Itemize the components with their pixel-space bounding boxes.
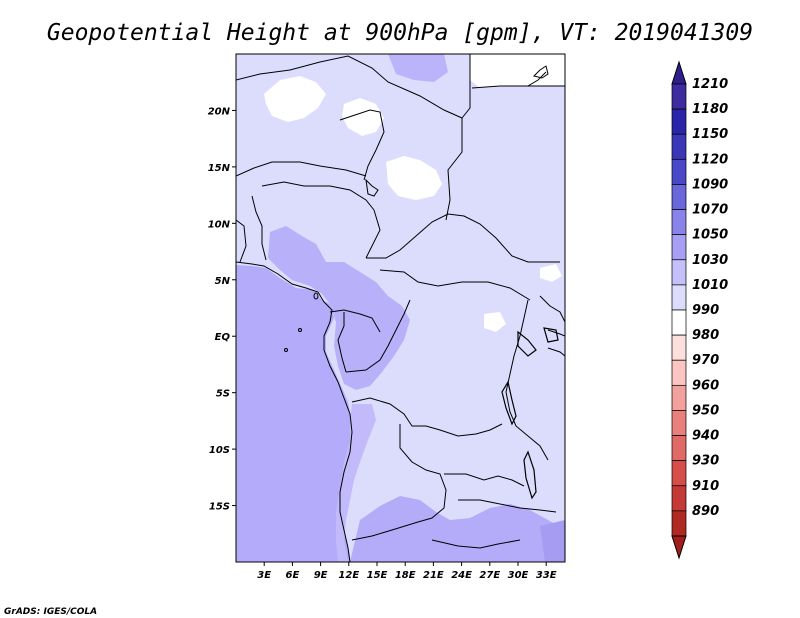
colorbar-swatch	[671, 158, 687, 185]
lat-tick-label: 15S	[209, 502, 230, 513]
colorbar-swatch	[671, 510, 687, 537]
colorbar-swatch	[671, 259, 687, 286]
lon-tick-label: 30E	[508, 570, 529, 581]
colorbar-level-label: 950	[692, 403, 719, 418]
lon-tick-label: 12E	[338, 570, 359, 581]
colorbar: 1210 1180 1150 1120 1090 1070 1050 1030 1010 990 9…	[671, 60, 728, 560]
colorbar-level-label: 980	[692, 328, 719, 343]
field-gulf-guinea-band	[268, 226, 410, 390]
colorbar-swatch	[671, 435, 687, 462]
colorbar-swatch	[671, 83, 687, 110]
colorbar-level-label: 970	[692, 353, 719, 368]
lon-tick-label: 18E	[395, 570, 416, 581]
lon-tick-label: 9E	[314, 570, 328, 581]
lon-tick-label: 3E	[257, 570, 271, 581]
grads-credit: GrADS: IGES/COLA	[4, 607, 97, 617]
colorbar-swatch	[671, 359, 687, 386]
lat-tick-label: 5N	[215, 276, 231, 287]
colorbar-level-label: 910	[692, 479, 719, 494]
lon-tick-label: 27E	[479, 570, 500, 581]
colorbar-swatch	[671, 133, 687, 160]
island-bioko	[313, 292, 319, 300]
field-highland-white-5	[484, 312, 506, 332]
field-southern-high	[350, 496, 565, 562]
colorbar-swatch	[671, 108, 687, 135]
lat-tick-label: 20N	[208, 106, 231, 117]
field-angola-coast-band	[336, 404, 376, 562]
colorbar-level-label: 1180	[692, 102, 728, 117]
colorbar-level-label: 1090	[692, 177, 728, 192]
lon-tick-label: 15E	[367, 570, 388, 581]
colorbar-level-label: 1050	[692, 228, 728, 243]
field-se-deeper	[540, 520, 565, 562]
colorbar-top-arrow	[671, 60, 687, 85]
colorbar-level-label: 940	[692, 429, 719, 444]
colorbar-swatch	[671, 184, 687, 210]
island-sao-tome	[284, 348, 288, 352]
country-borders	[236, 54, 565, 549]
lat-tick-label: EQ	[215, 332, 231, 343]
field-highland-white-1	[264, 76, 326, 122]
figure-title: Geopotential Height at 900hPa [gpm], VT:…	[47, 20, 753, 46]
latitude-axis: 20N 15N 10N 5N EQ 5S 10S 15S	[208, 106, 236, 513]
coast-ne-red-sea	[527, 71, 547, 87]
colorbar-swatch	[671, 410, 687, 436]
colorbar-level-label: 930	[692, 454, 719, 469]
colorbar-swatch	[671, 234, 687, 261]
lat-tick-label: 15N	[208, 163, 231, 174]
field-highland-white-4	[470, 54, 565, 88]
colorbar-swatch	[671, 334, 687, 361]
colorbar-level-label: 1010	[692, 278, 728, 293]
lon-tick-label: 33E	[536, 570, 557, 581]
lon-tick-label: 21E	[423, 570, 444, 581]
colorbar-level-label: 960	[692, 378, 719, 393]
field-sahara-north	[388, 54, 448, 82]
island-principe	[298, 328, 302, 332]
colorbar-bottom-arrow	[671, 535, 687, 560]
colorbar-swatch	[671, 460, 687, 487]
colorbar-swatch	[671, 284, 687, 311]
colorbar-level-label: 1070	[692, 203, 728, 218]
colorbar-swatch	[671, 309, 687, 336]
colorbar-level-label: 1210	[692, 77, 728, 92]
coastline-west	[236, 261, 353, 562]
colorbar-level-label: 1150	[692, 127, 728, 142]
longitude-axis: 3E 6E 9E 12E 15E 18E 21E 24E 27E 30E 33E	[257, 562, 557, 581]
rift-lakes	[501, 327, 559, 500]
lat-tick-label: 5S	[216, 389, 230, 400]
colorbar-swatch	[671, 209, 687, 236]
map-frame	[235, 53, 566, 563]
field-highland-white-3	[386, 156, 442, 200]
lon-tick-label: 24E	[451, 570, 472, 581]
colorbar-swatch	[671, 384, 687, 411]
lake-chad	[365, 178, 379, 197]
lat-tick-label: 10S	[209, 445, 230, 456]
colorbar-level-label: 1030	[692, 253, 728, 268]
colorbar-swatch	[671, 485, 687, 512]
colorbar-level-label: 890	[692, 504, 719, 519]
lon-tick-label: 6E	[286, 570, 300, 581]
map-panel	[236, 54, 565, 562]
colorbar-level-label: 990	[692, 303, 719, 318]
field-highland-white-6	[540, 264, 562, 282]
lat-tick-label: 10N	[208, 219, 231, 230]
colorbar-level-label: 1120	[692, 152, 728, 167]
field-highland-white-2	[342, 98, 384, 136]
